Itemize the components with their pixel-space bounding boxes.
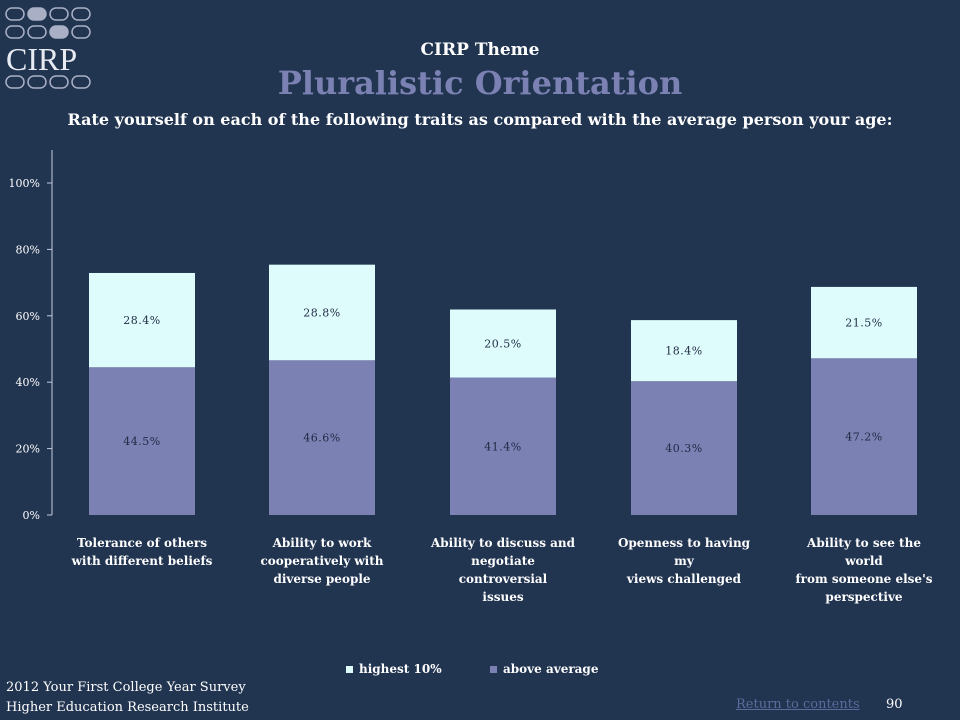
legend-label-highest-10: highest 10% <box>359 662 442 676</box>
footer-institute: Higher Education Research Institute <box>6 700 249 715</box>
legend: highest 10% above average <box>0 662 960 678</box>
category-label: Ability to see the world from someone els… <box>789 534 939 606</box>
y-tick-label: 60% <box>16 310 40 323</box>
data-label: 41.4% <box>484 440 521 453</box>
category-label: Ability to discuss and negotiate controve… <box>428 534 578 606</box>
data-label: 18.4% <box>665 345 702 358</box>
data-label: 47.2% <box>845 431 882 444</box>
category-label-line: negotiate controversial <box>458 554 548 586</box>
bar-above-average <box>631 381 737 515</box>
category-label: Openness to having my views challenged <box>609 534 759 588</box>
data-label: 44.5% <box>123 435 160 448</box>
legend-item-above-average: above average <box>490 662 598 676</box>
category-label: Tolerance of others with different belief… <box>67 534 217 570</box>
bar-above-average <box>450 377 556 515</box>
y-tick-label: 40% <box>16 376 40 389</box>
category-label-line: diverse people <box>273 572 371 586</box>
logo-text: CIRP <box>6 41 77 77</box>
footer: 2012 Your First College Year Survey High… <box>6 678 249 718</box>
y-tick-label: 100% <box>9 177 40 190</box>
category-label-line: with different beliefs <box>71 554 213 568</box>
stacked-bar-chart: 0% 20% 40% 60% 80% 100% 44.5% 28.4% 46.6% 28.8% 41… <box>9 150 917 522</box>
data-label: 28.8% <box>303 306 340 319</box>
bar-above-average <box>89 367 195 515</box>
question-text: Rate yourself on each of the following t… <box>67 110 893 129</box>
legend-swatch-highest-10 <box>346 665 353 673</box>
legend-label-above-average: above average <box>503 662 599 676</box>
data-label: 28.4% <box>123 314 160 327</box>
category-label-line: Tolerance of others <box>76 536 208 550</box>
theme-label: CIRP Theme <box>420 40 540 60</box>
category-label-line: Ability to work <box>272 536 372 550</box>
cirp-logo: CIRP <box>5 7 91 89</box>
page-number: 90 <box>886 697 903 712</box>
footer-survey-name: 2012 Your First College Year Survey <box>6 680 246 695</box>
return-to-contents-link[interactable]: Return to contents <box>736 697 860 712</box>
category-label-line: views challenged <box>626 572 742 586</box>
bar-highest-10 <box>631 320 737 382</box>
data-label: 20.5% <box>484 338 521 351</box>
y-tick-label: 0% <box>23 509 40 522</box>
legend-item-highest-10: highest 10% <box>346 662 442 676</box>
page-title: Pluralistic Orientation <box>277 64 683 102</box>
category-label-line: Ability to see the world <box>807 536 921 568</box>
category-label-line: from someone else's <box>795 572 933 586</box>
category-label-line: issues <box>482 590 524 604</box>
data-label: 40.3% <box>665 442 702 455</box>
y-tick-label: 80% <box>16 243 40 256</box>
category-label-line: Openness to having my <box>617 536 751 568</box>
legend-swatch-above-average <box>490 665 497 673</box>
bar-above-average <box>269 360 375 515</box>
data-label: 21.5% <box>845 317 882 330</box>
bar-highest-10 <box>269 264 375 361</box>
category-label: Ability to work cooperatively with diverse… <box>247 534 397 588</box>
data-label: 46.6% <box>303 432 340 445</box>
category-label-line: perspective <box>825 590 903 604</box>
bar-highest-10 <box>450 309 556 378</box>
y-tick-label: 20% <box>16 443 40 456</box>
category-label-line: cooperatively with <box>260 554 384 568</box>
bar-highest-10 <box>89 272 195 368</box>
bar-highest-10 <box>811 286 917 359</box>
category-label-line: Ability to discuss and <box>430 536 576 550</box>
bar-above-average <box>811 358 917 515</box>
